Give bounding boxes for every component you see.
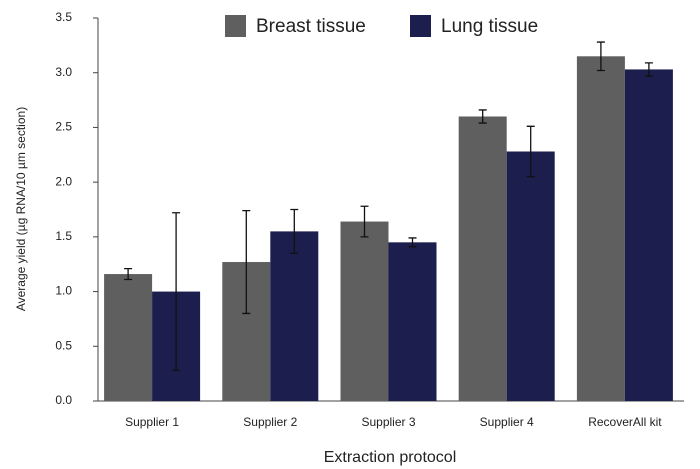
bar [388, 242, 437, 401]
error-bar [644, 62, 653, 77]
bar [624, 69, 673, 401]
legend-swatch [225, 15, 246, 37]
bar [270, 231, 319, 401]
x-tick-label: Supplier 1 [125, 415, 179, 429]
error-bar [478, 109, 487, 124]
x-tick-label: Supplier 4 [480, 415, 534, 429]
y-tick-label: 0.0 [55, 393, 72, 407]
error-bar [596, 41, 605, 72]
legend-label: Lung tissue [441, 16, 538, 37]
error-bar [360, 205, 369, 238]
legend-swatch [410, 15, 431, 37]
x-tick-label: Supplier 2 [243, 415, 297, 429]
bar [458, 116, 507, 401]
x-tick-label: Supplier 3 [361, 415, 415, 429]
bar [576, 56, 625, 402]
bar [104, 274, 153, 401]
error-bar [290, 208, 299, 254]
error-bar [172, 212, 181, 372]
y-axis-label: Average yield (µg RNA/10 µm section) [14, 107, 28, 311]
y-tick-label: 0.5 [55, 338, 72, 352]
bar [340, 221, 389, 401]
y-tick-label: 3.5 [55, 10, 72, 24]
y-tick-label: 2.0 [55, 174, 72, 188]
x-tick-label: RecoverAll kit [588, 415, 662, 429]
error-bar [526, 125, 535, 178]
error-bar [124, 267, 133, 281]
legend-label: Breast tissue [256, 16, 366, 37]
error-bar [408, 237, 417, 248]
y-tick-label: 1.0 [55, 284, 72, 298]
y-tick-label: 1.5 [55, 229, 72, 243]
bar [506, 151, 555, 401]
y-tick-label: 2.5 [55, 120, 72, 134]
x-axis-label: Extraction protocol [324, 449, 457, 466]
y-tick-label: 3.0 [55, 65, 72, 79]
error-bar [242, 209, 251, 315]
